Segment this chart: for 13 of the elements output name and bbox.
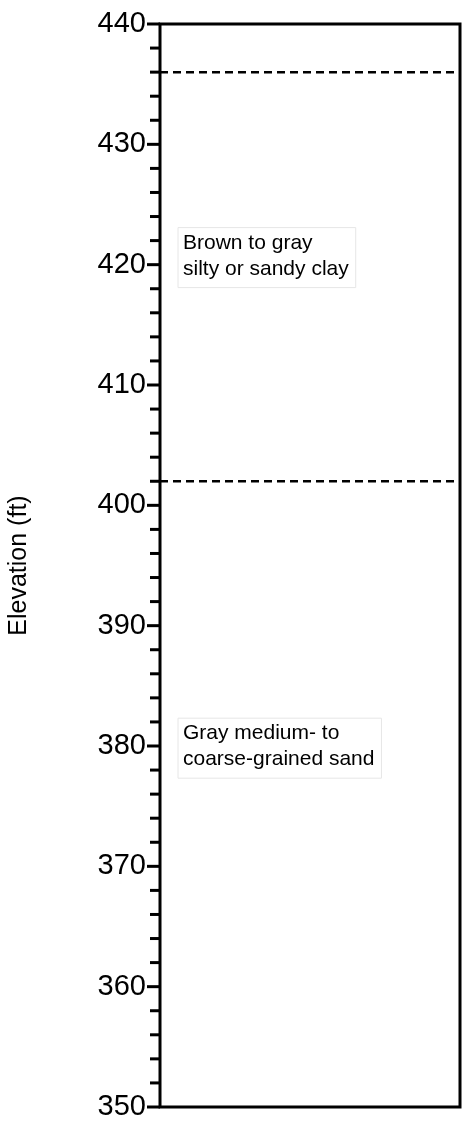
y-tick-label: 440 [97, 6, 146, 38]
annotation: Brown to gray silty or sandy clay [183, 229, 350, 279]
y-tick-label: 430 [97, 126, 146, 159]
y-tick-label: 350 [97, 1089, 146, 1121]
y-tick-label: 360 [97, 968, 146, 1001]
y-tick-label: 380 [97, 728, 146, 760]
y-tick-label: 400 [97, 487, 146, 520]
annotation: Gray medium- to coarse-grained sand [183, 720, 375, 770]
y-tick-label: 370 [97, 848, 146, 881]
y-tick-label: 390 [97, 607, 146, 640]
y-tick-label: 410 [97, 367, 146, 399]
y-tick-label: 420 [97, 246, 146, 279]
y-axis-title: Elevation (ft) [2, 495, 31, 636]
